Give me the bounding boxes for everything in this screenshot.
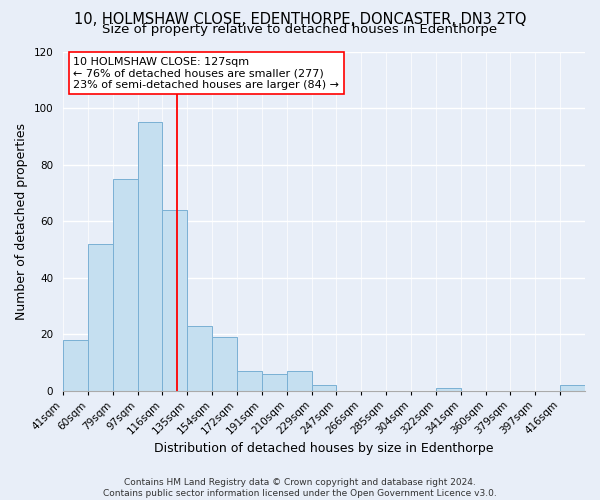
Bar	[311, 385, 337, 390]
Bar	[63, 340, 88, 390]
Text: 10 HOLMSHAW CLOSE: 127sqm
← 76% of detached houses are smaller (277)
23% of semi: 10 HOLMSHAW CLOSE: 127sqm ← 76% of detac…	[73, 56, 340, 90]
Bar	[88, 244, 113, 390]
Bar	[560, 385, 585, 390]
Text: Contains HM Land Registry data © Crown copyright and database right 2024.
Contai: Contains HM Land Registry data © Crown c…	[103, 478, 497, 498]
Bar	[237, 371, 262, 390]
Bar	[436, 388, 461, 390]
Bar	[262, 374, 287, 390]
Text: 10, HOLMSHAW CLOSE, EDENTHORPE, DONCASTER, DN3 2TQ: 10, HOLMSHAW CLOSE, EDENTHORPE, DONCASTE…	[74, 12, 526, 28]
X-axis label: Distribution of detached houses by size in Edenthorpe: Distribution of detached houses by size …	[154, 442, 494, 455]
Bar	[187, 326, 212, 390]
Text: Size of property relative to detached houses in Edenthorpe: Size of property relative to detached ho…	[103, 22, 497, 36]
Y-axis label: Number of detached properties: Number of detached properties	[15, 122, 28, 320]
Bar	[137, 122, 163, 390]
Bar	[163, 210, 187, 390]
Bar	[212, 337, 237, 390]
Bar	[113, 178, 137, 390]
Bar	[287, 371, 311, 390]
